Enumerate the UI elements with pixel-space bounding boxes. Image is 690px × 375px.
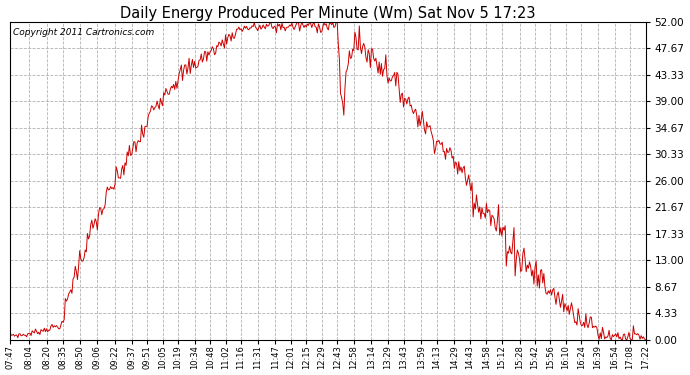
Text: Copyright 2011 Cartronics.com: Copyright 2011 Cartronics.com (13, 28, 155, 37)
Title: Daily Energy Produced Per Minute (Wm) Sat Nov 5 17:23: Daily Energy Produced Per Minute (Wm) Sa… (120, 6, 535, 21)
